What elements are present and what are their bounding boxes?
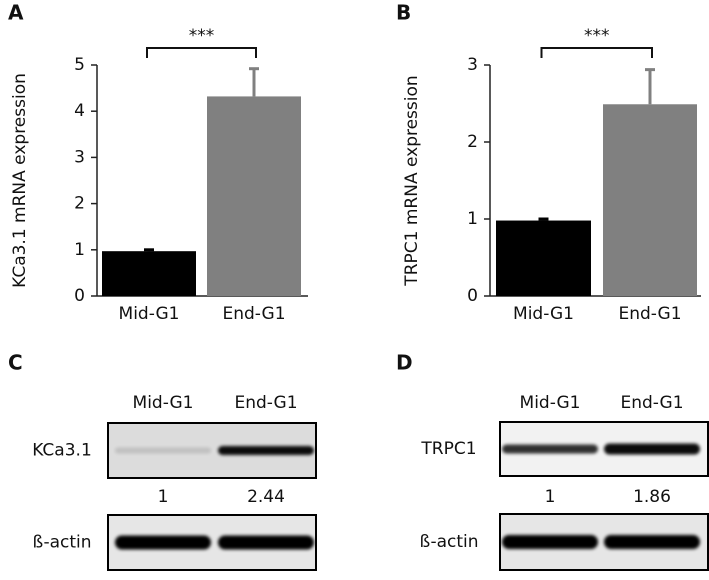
panel-label: C bbox=[8, 351, 23, 375]
band-ratio: 1.86 bbox=[633, 487, 671, 507]
y-axis-label: TRPC1 mRNA expression bbox=[402, 75, 422, 286]
y-tick-label: 2 bbox=[74, 194, 85, 214]
bar bbox=[603, 104, 697, 297]
band-ratio: 1 bbox=[545, 487, 556, 507]
y-tick-label: 1 bbox=[467, 209, 478, 229]
significance-bracket bbox=[146, 47, 257, 58]
blot-band bbox=[502, 535, 598, 549]
panel-label: D bbox=[396, 351, 413, 375]
bar bbox=[102, 251, 196, 296]
x-tick-label: End-G1 bbox=[222, 304, 285, 324]
blot-band bbox=[115, 447, 211, 454]
blot-row-label: ß-actin bbox=[32, 533, 91, 553]
y-tick-label: 3 bbox=[74, 147, 85, 167]
y-tick-label: 1 bbox=[74, 240, 85, 260]
panel-label: A bbox=[8, 1, 24, 25]
significance-bracket bbox=[540, 47, 653, 58]
y-tick-label: 3 bbox=[467, 55, 478, 75]
y-tick-label: 0 bbox=[74, 286, 85, 306]
blot-band bbox=[115, 535, 211, 550]
blot-row-label: TRPC1 bbox=[420, 439, 476, 459]
significance-label: *** bbox=[584, 26, 610, 46]
y-tick-label: 5 bbox=[74, 55, 85, 75]
band-ratio: 2.44 bbox=[247, 487, 285, 507]
bar bbox=[207, 96, 301, 296]
y-axis-label: KCa3.1 mRNA expression bbox=[10, 73, 30, 288]
blot-row-label: ß-actin bbox=[419, 532, 478, 552]
x-tick-label: End-G1 bbox=[618, 304, 681, 324]
blot-band bbox=[502, 444, 598, 454]
blot-row-label: KCa3.1 bbox=[32, 441, 92, 461]
significance-label: *** bbox=[189, 26, 215, 46]
y-tick-label: 0 bbox=[467, 286, 478, 306]
lane-label: End-G1 bbox=[620, 393, 683, 413]
panel-label: B bbox=[396, 1, 411, 25]
band-ratio: 1 bbox=[158, 487, 169, 507]
y-tick-label: 4 bbox=[74, 101, 85, 121]
blot-band bbox=[218, 446, 314, 455]
y-tick-label: 2 bbox=[467, 132, 478, 152]
lane-label: Mid-G1 bbox=[520, 393, 581, 413]
blot-band bbox=[604, 535, 700, 549]
x-tick-label: Mid-G1 bbox=[513, 304, 574, 324]
bar bbox=[496, 220, 591, 296]
lane-label: End-G1 bbox=[234, 393, 297, 413]
blot-band bbox=[604, 443, 700, 455]
blot-band bbox=[218, 535, 314, 550]
x-tick-label: Mid-G1 bbox=[119, 304, 180, 324]
lane-label: Mid-G1 bbox=[133, 393, 194, 413]
